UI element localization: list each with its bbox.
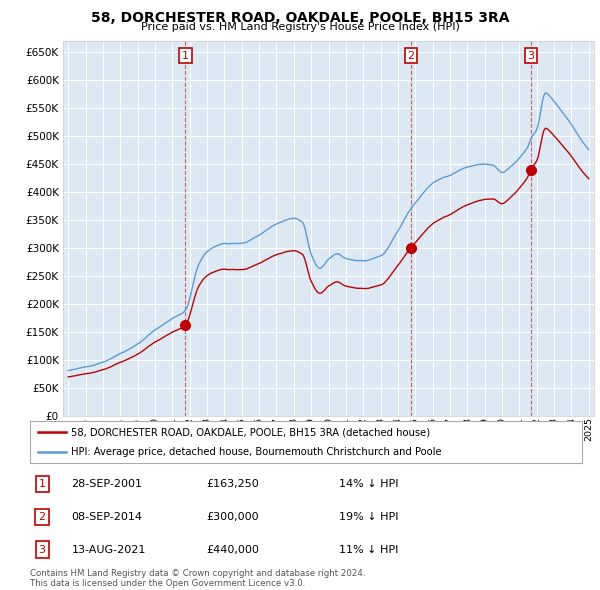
Text: 3: 3 (38, 545, 46, 555)
Text: 13-AUG-2021: 13-AUG-2021 (71, 545, 146, 555)
Text: 58, DORCHESTER ROAD, OAKDALE, POOLE, BH15 3RA: 58, DORCHESTER ROAD, OAKDALE, POOLE, BH1… (91, 11, 509, 25)
Text: 19% ↓ HPI: 19% ↓ HPI (339, 512, 398, 522)
Text: Contains HM Land Registry data © Crown copyright and database right 2024.: Contains HM Land Registry data © Crown c… (30, 569, 365, 578)
Text: £440,000: £440,000 (206, 545, 260, 555)
Text: 3: 3 (527, 51, 535, 61)
Text: 1: 1 (182, 51, 189, 61)
Text: 2: 2 (407, 51, 415, 61)
Text: £163,250: £163,250 (206, 479, 259, 489)
Text: 1: 1 (38, 479, 46, 489)
Text: 14% ↓ HPI: 14% ↓ HPI (339, 479, 398, 489)
Text: £300,000: £300,000 (206, 512, 259, 522)
Text: 28-SEP-2001: 28-SEP-2001 (71, 479, 142, 489)
Text: Price paid vs. HM Land Registry's House Price Index (HPI): Price paid vs. HM Land Registry's House … (140, 22, 460, 32)
Text: HPI: Average price, detached house, Bournemouth Christchurch and Poole: HPI: Average price, detached house, Bour… (71, 447, 442, 457)
Text: 58, DORCHESTER ROAD, OAKDALE, POOLE, BH15 3RA (detached house): 58, DORCHESTER ROAD, OAKDALE, POOLE, BH1… (71, 427, 431, 437)
Text: 08-SEP-2014: 08-SEP-2014 (71, 512, 142, 522)
Text: This data is licensed under the Open Government Licence v3.0.: This data is licensed under the Open Gov… (30, 579, 305, 588)
Text: 11% ↓ HPI: 11% ↓ HPI (339, 545, 398, 555)
Text: 2: 2 (38, 512, 46, 522)
